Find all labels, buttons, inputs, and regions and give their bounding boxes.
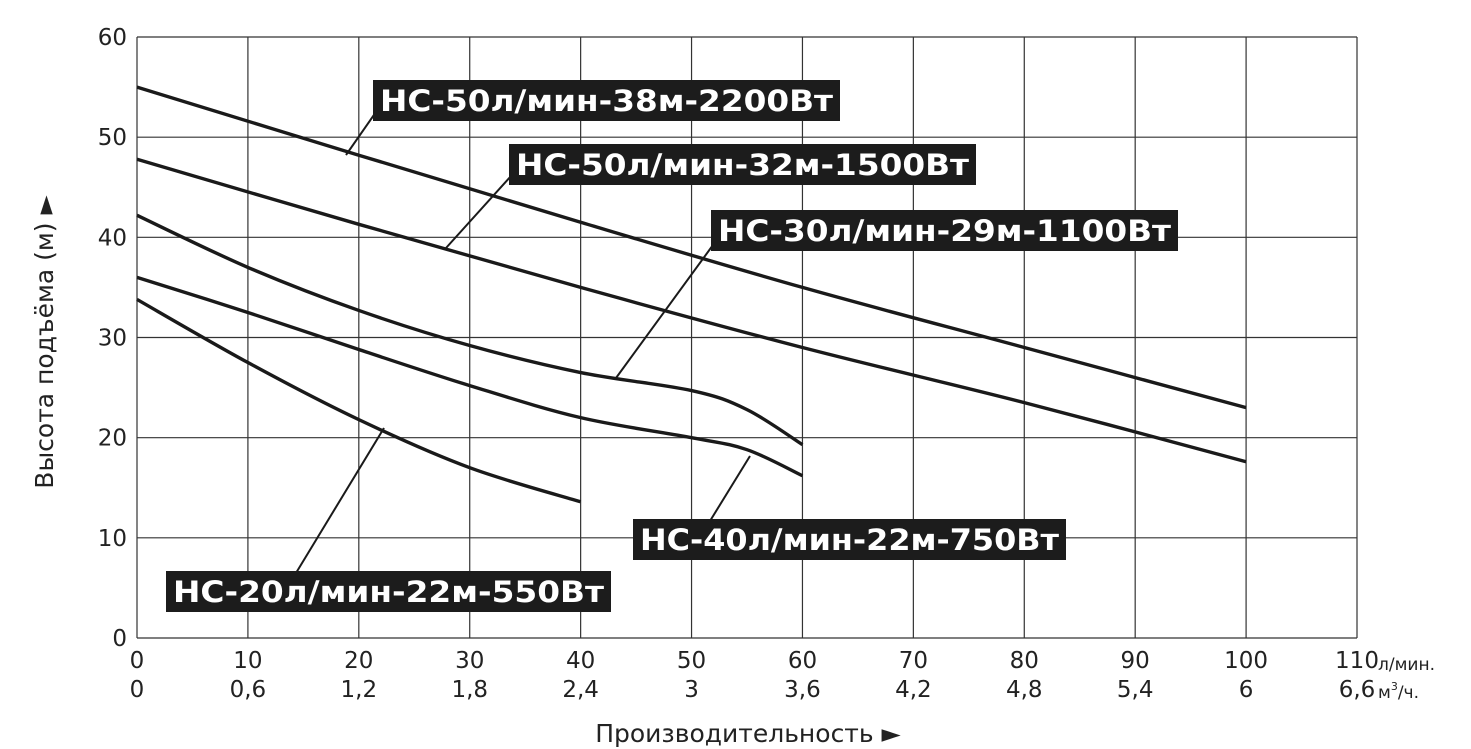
series-label-text: НС-20л/мин-22м-550Вт [173,575,604,609]
series-label-box [509,144,976,185]
series-label-text: НС-30л/мин-29м-1100Вт [718,214,1171,248]
series-label-box [711,210,1178,251]
x-tick-label: 90 [1121,648,1150,674]
x2-tick-label: 6 [1239,677,1254,703]
x2-tick-label: 1,8 [451,677,488,703]
x-unit-label: л/мин. [1378,655,1435,675]
label-leader-line [295,427,385,574]
x2-tick-label: 3,6 [784,677,821,703]
x-axis-title: Производительность ► [595,719,901,748]
x-tick-label: 70 [899,648,928,674]
label-leader-line [345,111,377,156]
y-tick-label: 40 [98,225,127,251]
x-tick-label: 50 [677,648,706,674]
x2-tick-label: 0,6 [230,677,267,703]
x2-unit-sup: 3 [1391,680,1398,693]
series-label-box [633,519,1066,560]
x-tick-label: 60 [788,648,817,674]
x2-tick-label: 1,2 [341,677,378,703]
y-tick-label: 0 [112,626,127,652]
x2-tick-label: 5,4 [1117,677,1154,703]
series-label-box [166,571,611,612]
series-line-5 [136,297,582,504]
y-tick-label: 10 [98,526,127,552]
x2-tick-label: 6,6 [1339,677,1376,703]
x-tick-label: 0 [130,648,145,674]
x2-tick-label: 4,2 [895,677,932,703]
y-tick-label: 60 [98,25,127,51]
series-line-3 [136,213,804,447]
series-line-1 [136,85,1247,410]
series-label-text: НС-50л/мин-32м-1500Вт [516,148,969,182]
x2-unit-base: м [1378,683,1391,703]
x2-tick-label: 3 [684,677,699,703]
series-line-4 [136,275,804,478]
y-tick-label: 30 [98,326,127,352]
x-tick-label: 100 [1224,648,1268,674]
x-tick-label: 20 [344,648,373,674]
label-leaders [295,111,751,574]
label-leader-line [615,244,714,379]
y-tick-label: 50 [98,125,127,151]
tick-labels: 0 10 20 30 40 50 60 70 80 90 100 1100 0,6 1,2 1,8 2,4 3 3… [98,25,1379,703]
x2-unit-tail: /ч. [1398,683,1419,703]
label-leader-line [445,175,512,249]
x-tick-label: 40 [566,648,595,674]
label-leader-line [709,455,751,522]
y-axis-title: Высота подъёма (м) ► [30,195,59,489]
x-tick-label: 80 [1010,648,1039,674]
series-labels: НС-50л/мин-38м-2200Вт НС-50л/мин-32м-1500… [166,80,1178,612]
curves [136,85,1247,504]
x-tick-label: 10 [233,648,262,674]
series-label-text: НС-50л/мин-38м-2200Вт [380,84,833,118]
x-tick-label: 110 [1335,648,1379,674]
x2-tick-label: 4,8 [1006,677,1043,703]
x-tick-label: 30 [455,648,484,674]
x2-tick-label: 0 [130,677,145,703]
x2-unit-label: м3/ч. [1378,680,1419,703]
series-label-text: НС-40л/мин-22м-750Вт [640,523,1059,557]
series-label-box [373,80,840,121]
x2-tick-label: 2,4 [562,677,599,703]
series-line-2 [136,157,1247,464]
y-tick-label: 20 [98,426,127,452]
